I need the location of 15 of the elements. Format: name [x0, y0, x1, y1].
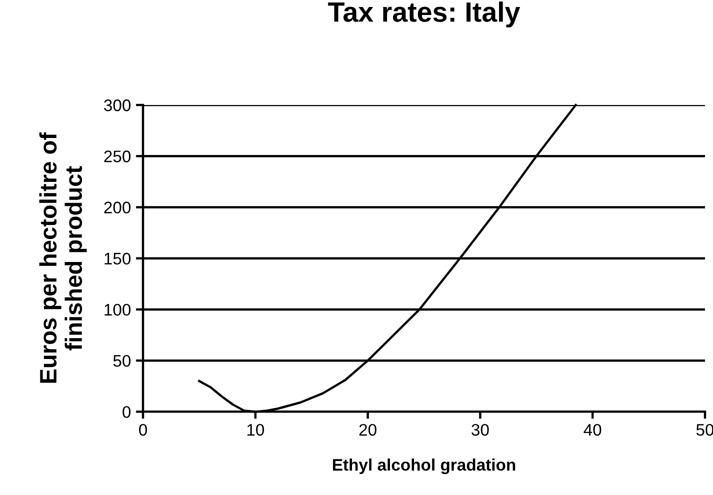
- y-axis-title: Euros per hectolitre of finished product: [39, 132, 87, 383]
- y-tick-label: 0: [122, 406, 131, 418]
- y-tick-label: 100: [104, 304, 131, 316]
- chart-title: Tax rates: Italy: [328, 2, 520, 28]
- x-tick-label: 30: [472, 424, 489, 436]
- x-tick-label: 20: [359, 424, 376, 436]
- x-axis-title: Ethyl alcohol gradation: [332, 458, 516, 474]
- y-tick-label: 200: [104, 202, 131, 214]
- y-tick-label: 150: [104, 252, 131, 265]
- x-tick-label: 0: [139, 424, 147, 436]
- y-tick-label: 50: [113, 354, 131, 367]
- y-tick-label: 300: [104, 99, 131, 112]
- x-tick-label: 40: [584, 424, 602, 436]
- y-tick-label: 250: [104, 150, 131, 162]
- x-tick-label: 10: [247, 424, 264, 436]
